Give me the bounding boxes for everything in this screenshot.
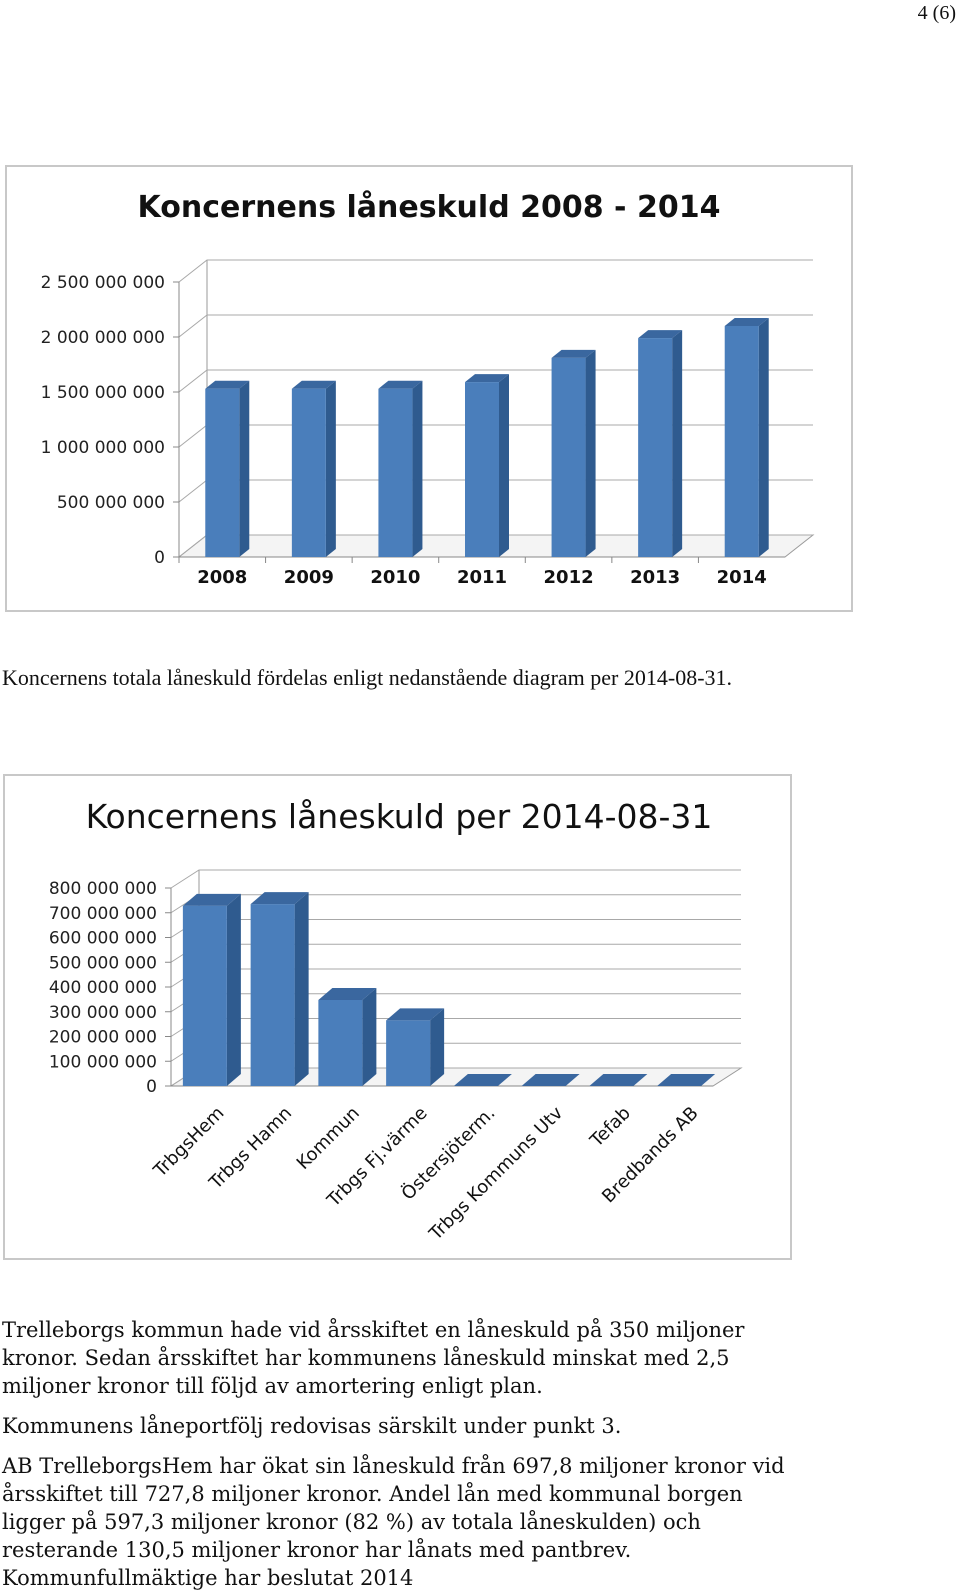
bar-face — [724, 326, 759, 557]
bar-side — [294, 892, 309, 1086]
bar-kommun — [318, 987, 377, 1086]
bar-side — [226, 893, 241, 1086]
bar-2014 — [724, 318, 769, 557]
chart-1-ytick-label: 2 000 000 000 — [41, 328, 165, 348]
bar-side — [585, 349, 596, 557]
bar-top — [250, 892, 309, 905]
bar-2009 — [291, 380, 336, 557]
chart-1-gridline — [178, 369, 813, 393]
bar-trbgshem — [182, 893, 241, 1086]
bar-top — [638, 330, 683, 339]
bar-top — [551, 349, 596, 358]
chart-1-ytick-label: 1 000 000 000 — [41, 438, 165, 458]
category-label-2008: 2008 — [197, 567, 247, 588]
bar-face — [205, 388, 240, 557]
paragraph-municipality-debt: Trelleborgs kommun hade vid årsskiftet e… — [2, 1318, 745, 1398]
bar-trbgs-fj-värme — [386, 1008, 445, 1086]
bar-top — [291, 380, 336, 389]
bar-side — [672, 330, 683, 557]
chart-2-ytick-label: 100 000 000 — [49, 1052, 157, 1072]
bar-side — [412, 380, 423, 557]
bar-face — [465, 382, 499, 557]
category-label-kommun: Kommun — [293, 1103, 364, 1174]
category-label-2012: 2012 — [544, 567, 594, 588]
chart-2-svg: Koncernens låneskuld per 2014-08-31 0 100 … — [49, 797, 743, 1245]
chart-1-svg: Koncernens låneskuld 2008 - 2014 0 500 000… — [41, 189, 815, 588]
chart-2-ytick-label: 200 000 000 — [49, 1028, 157, 1048]
bar-side — [239, 380, 250, 557]
bar-top — [205, 380, 250, 389]
category-label-2011: 2011 — [457, 567, 507, 588]
bar-2011 — [465, 374, 509, 557]
bar-face — [551, 357, 586, 557]
bar-2013 — [638, 330, 683, 557]
chart-2-ytick-label: 0 — [146, 1077, 157, 1097]
bar-face — [182, 905, 227, 1086]
bar-face — [291, 388, 326, 557]
chart-1-gridline — [178, 314, 813, 338]
bar-top — [657, 1074, 716, 1086]
bar-2010 — [378, 380, 423, 557]
bar-top — [521, 1074, 580, 1086]
category-label-2010: 2010 — [370, 567, 420, 588]
chart-2-title: Koncernens låneskuld per 2014-08-31 — [86, 797, 713, 836]
bar-trbgs-hamn — [250, 892, 309, 1086]
category-label-trbgs-kommuns-utv: Trbgs Kommuns Utv — [425, 1102, 568, 1245]
bar-top — [724, 318, 769, 326]
bar-tefab — [589, 1074, 648, 1086]
chart-2-ytick-label: 600 000 000 — [49, 929, 157, 949]
bar-trbgs-kommuns-utv — [521, 1074, 580, 1086]
chart-2-ytick-label: 800 000 000 — [49, 879, 157, 899]
bar-side — [325, 380, 336, 557]
bar-face — [386, 1020, 431, 1086]
category-label-2009: 2009 — [284, 567, 334, 588]
page-number: 4 (6) — [917, 2, 956, 24]
chart-1-ytick-label: 500 000 000 — [57, 493, 165, 513]
chart-loan-debt-per-company: Koncernens låneskuld per 2014-08-31 0 100 … — [3, 774, 792, 1260]
paragraph-trelleborgshem: AB TrelleborgsHem har ökat sin låneskuld… — [2, 1454, 785, 1590]
intro-paragraph: Koncernens totala låneskuld fördelas enl… — [2, 665, 733, 690]
bar-top — [318, 987, 377, 1000]
bar-top — [386, 1008, 445, 1021]
bar-östersjöterm — [453, 1074, 512, 1086]
bar-bredbands-ab — [657, 1074, 716, 1086]
bar-top — [453, 1074, 512, 1086]
chart-1-title: Koncernens låneskuld 2008 - 2014 — [138, 189, 721, 225]
bar-face — [318, 999, 363, 1086]
category-label-2014: 2014 — [717, 567, 767, 588]
paragraph-loan-portfolio: Kommunens låneportfölj redovisas särskil… — [2, 1414, 622, 1438]
bar-side — [362, 987, 377, 1086]
bar-top — [465, 374, 509, 383]
chart-1-ytick-label: 1 500 000 000 — [41, 383, 165, 403]
chart-2-gridline — [170, 869, 741, 889]
chart-2-ytick-label: 700 000 000 — [49, 904, 157, 924]
bar-face — [378, 388, 413, 557]
category-label-2013: 2013 — [630, 567, 680, 588]
bar-top — [378, 380, 423, 389]
bar-side — [758, 318, 769, 557]
chart-2-ytick-label: 400 000 000 — [49, 978, 157, 998]
chart-1-gridline — [178, 259, 813, 283]
bar-face — [638, 338, 673, 557]
chart-2-ytick-label: 500 000 000 — [49, 953, 157, 973]
bar-2012 — [551, 349, 596, 557]
bar-top — [589, 1074, 648, 1086]
category-label-tefab: Tefab — [586, 1103, 635, 1152]
chart-2-ytick-label: 300 000 000 — [49, 1003, 157, 1023]
chart-loan-debt-2008-2014: Koncernens låneskuld 2008 - 2014 0 500 000… — [5, 165, 853, 612]
bar-face — [250, 904, 295, 1086]
bar-2008 — [205, 380, 250, 557]
bar-top — [182, 893, 241, 906]
bar-side — [430, 1008, 445, 1086]
bar-side — [499, 374, 509, 557]
chart-1-ytick-label: 0 — [154, 548, 165, 568]
chart-1-ytick-label: 2 500 000 000 — [41, 273, 165, 293]
